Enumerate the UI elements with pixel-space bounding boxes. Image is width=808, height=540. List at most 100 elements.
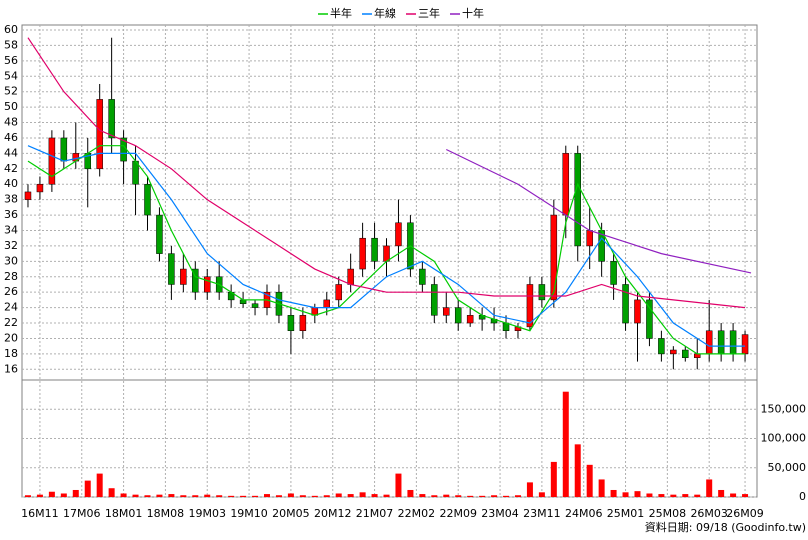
candle-body	[717, 330, 725, 355]
candle-body	[383, 245, 390, 262]
volume-bar	[706, 479, 713, 497]
y-tick-label: 30	[4, 254, 18, 267]
candle-body	[443, 307, 450, 316]
candle-body	[729, 330, 737, 355]
volume-bar	[72, 489, 79, 497]
candle-body	[646, 299, 653, 339]
candle-body	[347, 268, 354, 285]
volume-bar	[264, 494, 270, 497]
candle-body	[287, 315, 295, 331]
y-tick-label: 18	[4, 347, 18, 360]
volume-bar	[658, 494, 665, 497]
x-tick-label: 23M11	[523, 507, 561, 520]
volume-tick-label: 0	[799, 490, 806, 503]
candle-body	[251, 303, 259, 308]
volume-bar	[120, 493, 127, 497]
candle-body	[371, 237, 378, 262]
x-tick-label: 26M09	[726, 507, 764, 520]
ma-line	[27, 145, 746, 355]
ma-line	[446, 148, 752, 274]
candle-body	[96, 99, 103, 170]
x-tick-label: 18M01	[105, 507, 143, 520]
x-tick-label: 22M02	[398, 507, 436, 520]
volume-bar	[431, 495, 438, 497]
y-tick-label: 42	[4, 162, 18, 175]
candle-body	[634, 299, 641, 324]
candle-body	[431, 284, 438, 316]
volume-bar	[383, 494, 390, 497]
volume-bar	[622, 492, 629, 497]
candle-body	[108, 99, 115, 139]
candle-body	[395, 222, 402, 247]
volume-bar	[610, 489, 617, 497]
candle-body	[526, 284, 534, 328]
candle-body	[658, 338, 665, 355]
volume-bar	[48, 491, 55, 497]
volume-bar	[347, 494, 354, 497]
y-tick-label: 40	[4, 177, 18, 190]
candle-body	[323, 299, 331, 308]
candle-body	[705, 330, 713, 355]
candle-body	[60, 137, 68, 162]
volume-tick-label: 100,000	[761, 432, 807, 445]
x-tick-label: 25M01	[607, 507, 645, 520]
y-tick-label: 54	[4, 69, 18, 82]
y-tick-label: 56	[4, 54, 18, 67]
y-tick-label: 38	[4, 193, 18, 206]
volume-bar	[240, 495, 247, 497]
volume-bar	[479, 495, 486, 497]
candle-body	[359, 237, 366, 270]
y-tick-label: 36	[4, 208, 18, 221]
candle-body	[538, 284, 546, 301]
volume-bar	[60, 493, 67, 497]
volume-bar	[24, 495, 31, 497]
legend-label: 半年	[330, 6, 352, 20]
x-tick-label: 16M11	[21, 507, 59, 520]
y-tick-label: 32	[4, 239, 18, 252]
volume-bar	[730, 493, 737, 497]
volume-bar	[323, 495, 330, 497]
y-tick-label: 58	[4, 38, 18, 51]
candle-body	[610, 261, 617, 285]
volume-bar	[694, 494, 701, 497]
candle-body	[466, 315, 474, 324]
legend-label: 三年	[418, 6, 440, 20]
volume-bar	[586, 464, 593, 497]
x-tick-label: 20M05	[272, 507, 310, 520]
candle-body	[741, 334, 749, 355]
volume-bar	[742, 494, 749, 497]
y-tick-label: 26	[4, 285, 18, 298]
volume-bar	[538, 492, 545, 497]
y-tick-label: 16	[4, 362, 18, 375]
x-tick-label: 24M06	[565, 507, 603, 520]
legend-label: 年線	[374, 6, 396, 20]
volume-bar	[156, 494, 163, 497]
ma-line	[27, 37, 746, 309]
y-tick-label: 24	[4, 301, 18, 314]
x-tick-label: 23M04	[481, 507, 519, 520]
volume-bar	[108, 488, 115, 497]
candle-body	[36, 183, 44, 193]
candle-body	[550, 214, 558, 301]
candle-body	[144, 183, 151, 216]
ma-line	[27, 145, 746, 347]
candle-body	[622, 284, 629, 324]
volume-bar	[718, 489, 725, 497]
volume-bar	[562, 391, 569, 497]
volume-tick-label: 50,000	[768, 461, 807, 474]
volume-bar	[180, 495, 187, 497]
candle-body	[180, 268, 187, 285]
y-tick-label: 46	[4, 131, 18, 144]
candle-body	[419, 268, 426, 285]
y-tick-label: 44	[4, 146, 18, 159]
candle-body	[156, 214, 163, 254]
volume-tick-label: 150,000	[761, 402, 807, 415]
candle-body	[192, 268, 199, 293]
volume-bar	[36, 494, 43, 497]
volume-bar	[96, 473, 103, 497]
y-tick-label: 20	[4, 331, 18, 344]
candle-body	[670, 349, 677, 355]
volume-bar	[216, 495, 223, 497]
volume-bar	[491, 495, 498, 497]
